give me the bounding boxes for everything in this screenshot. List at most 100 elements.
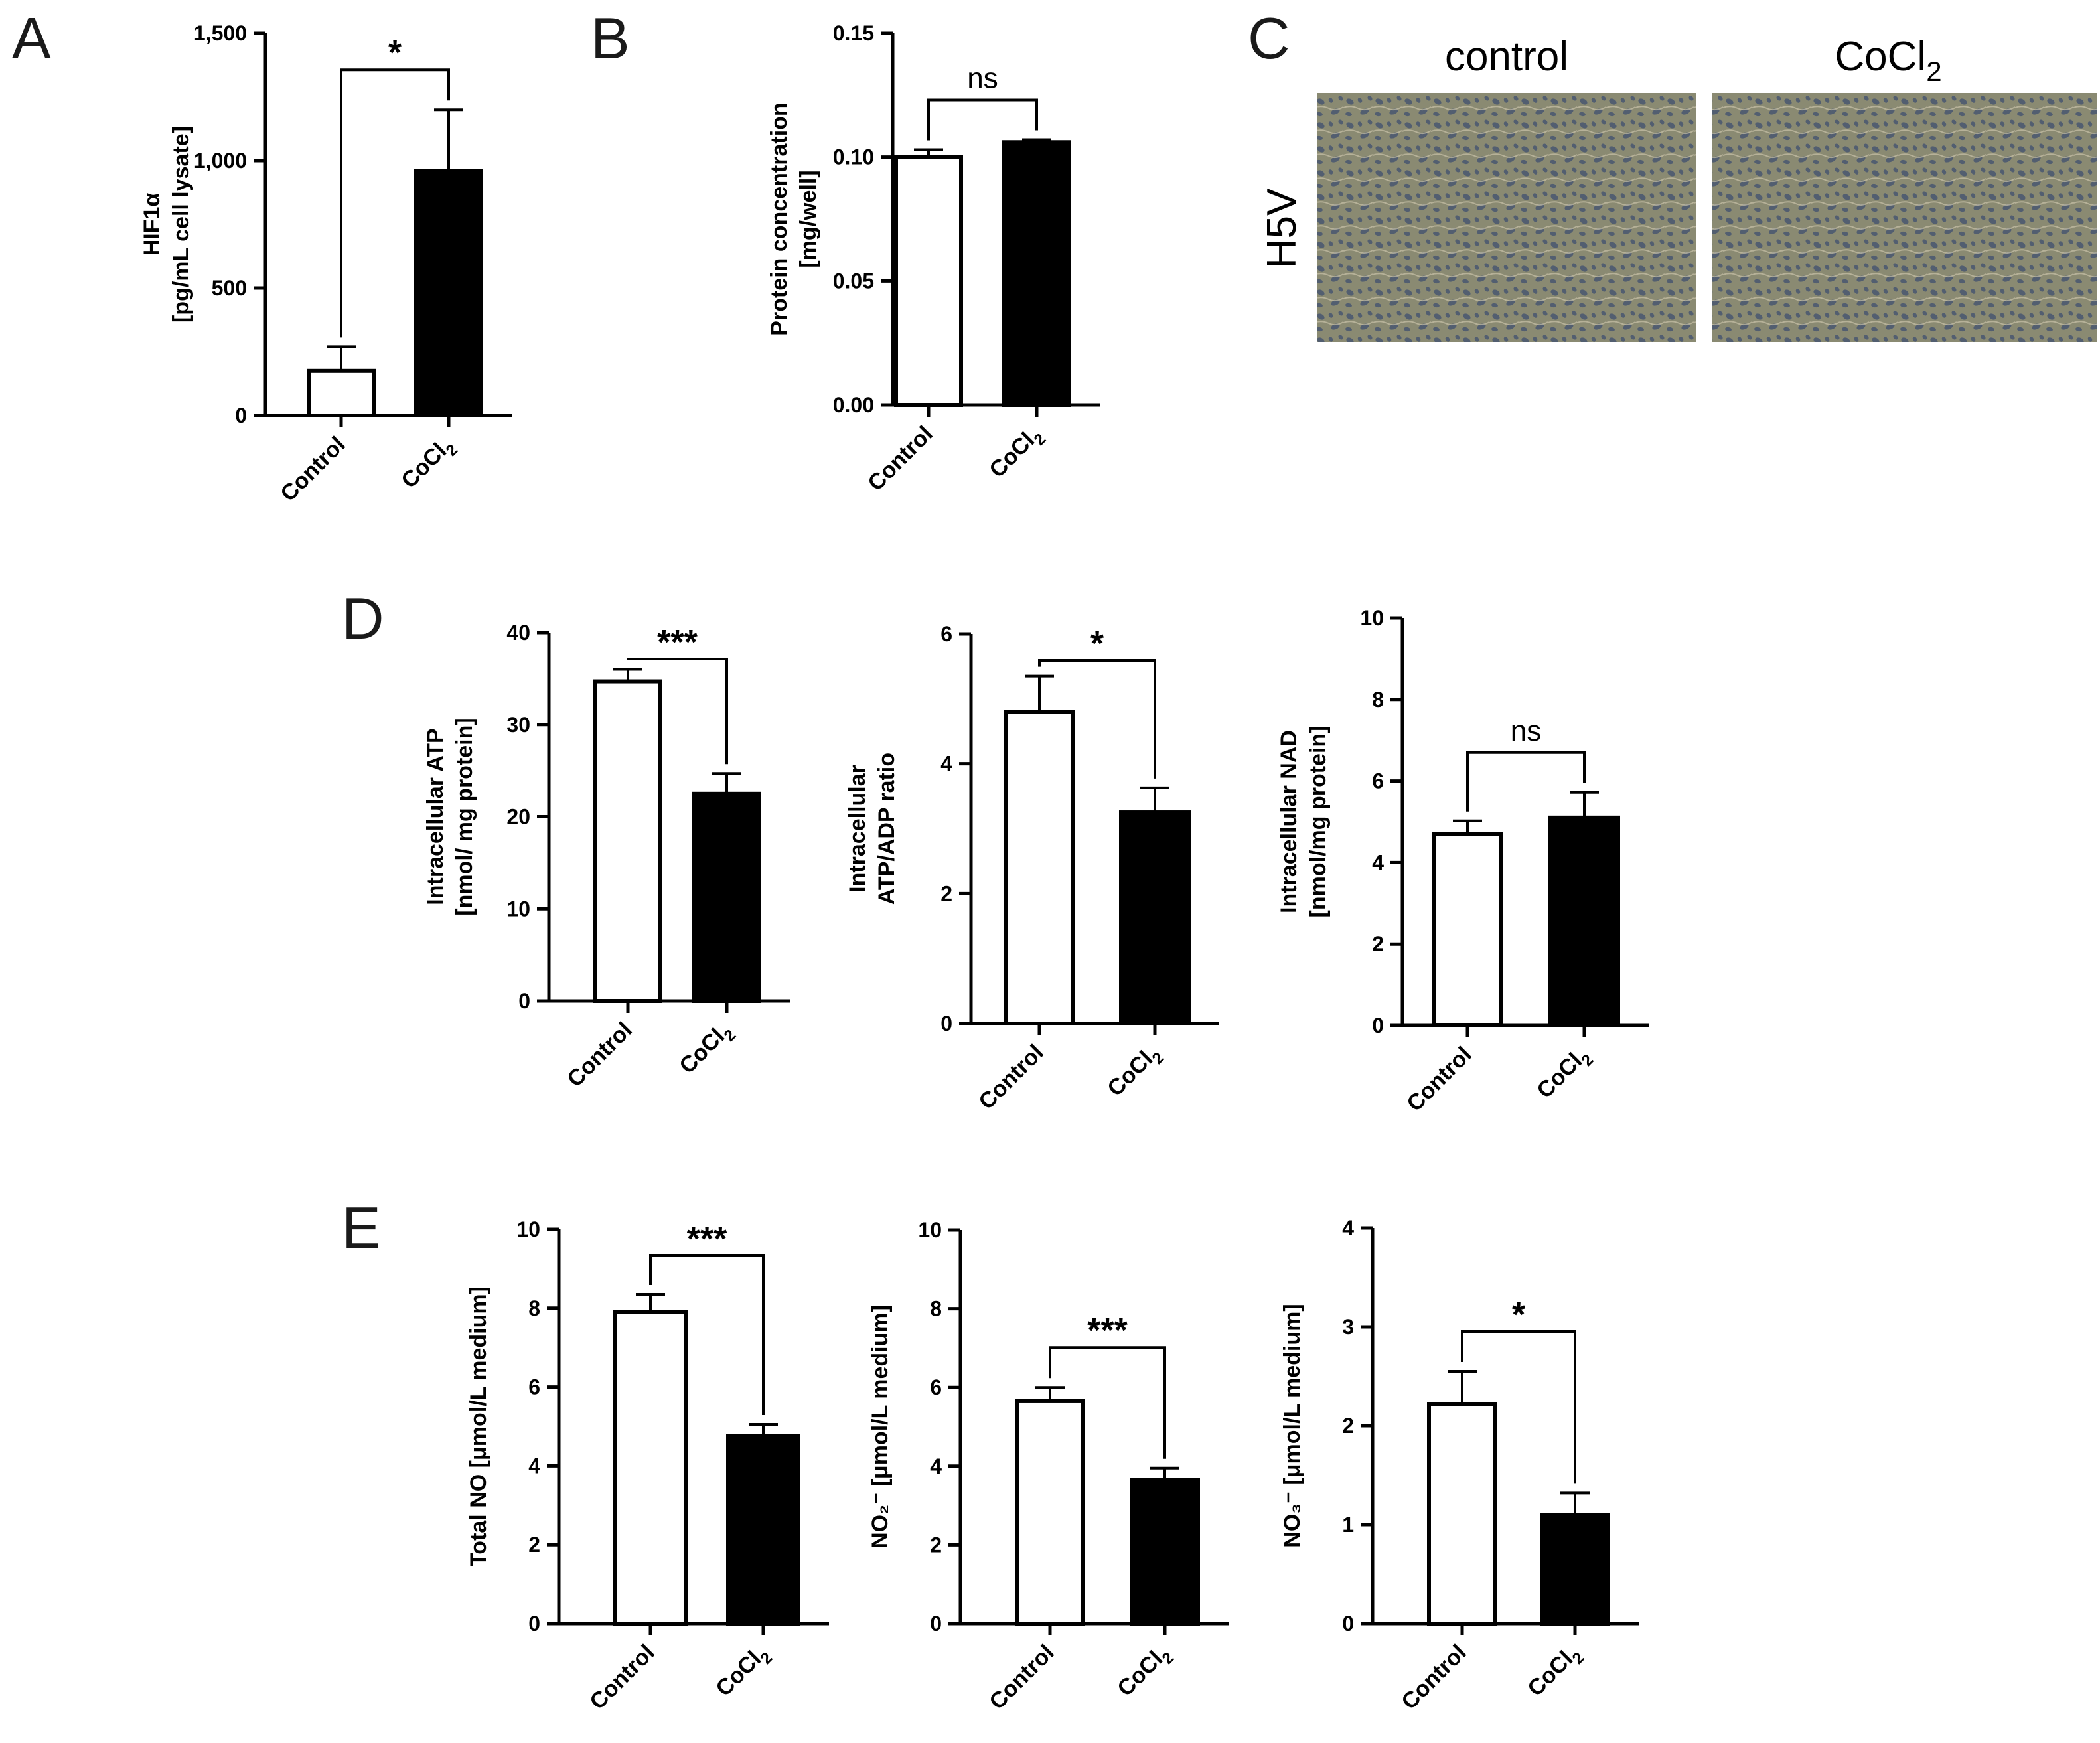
micrograph-panel: control CoCl2 H5V	[1259, 34, 2097, 342]
y-tick-label: 0	[518, 989, 530, 1013]
bar-cocl2	[414, 169, 483, 417]
bar-cocl2	[1540, 1513, 1610, 1626]
y-axis-label: Protein concentration	[767, 102, 792, 335]
significance-bracket	[1049, 1346, 1166, 1459]
significance-bracket	[340, 68, 450, 338]
significance-label: ***	[657, 623, 698, 662]
y-tick-label: 8	[1372, 688, 1384, 712]
y-axis-label: Total NO [μmol/L medium]	[466, 1286, 491, 1566]
panel-letter-b: B	[591, 5, 630, 71]
bar-cocl2	[1130, 1478, 1200, 1626]
significance-label: *	[1512, 1296, 1526, 1334]
y-tick-label: 1,500	[194, 21, 247, 45]
y-tick-label: 500	[212, 276, 247, 300]
significance-label: ns	[967, 62, 998, 95]
y-tick-label: 30	[506, 713, 530, 737]
micrograph-row-label: H5V	[1259, 188, 1305, 268]
bar-cocl2	[692, 791, 761, 1003]
y-axis-label: Intracellular NAD	[1276, 730, 1302, 913]
y-axis-label: [mg/well]	[796, 170, 821, 267]
bar-cocl2	[1119, 810, 1191, 1025]
y-tick-label: 4	[1372, 850, 1384, 874]
y-tick-label: 6	[528, 1375, 540, 1399]
micrograph-control-image	[1317, 93, 1696, 342]
panel-letter-e: E	[342, 1195, 381, 1260]
y-tick-label: 0.10	[833, 145, 874, 169]
bar-control	[1015, 1399, 1085, 1626]
y-tick-label: 4	[930, 1454, 942, 1478]
y-tick-label: 2	[1342, 1414, 1354, 1438]
category-label-cocl2: CoCl2	[984, 421, 1049, 487]
micrograph-title-control: control	[1445, 34, 1568, 80]
category-label-control: Control	[275, 432, 350, 506]
y-tick-label: 6	[930, 1375, 942, 1399]
category-label-control: Control	[1402, 1042, 1476, 1116]
significance-bracket	[1038, 659, 1156, 779]
y-tick-label: 2	[528, 1533, 540, 1556]
y-tick-label: 4	[528, 1454, 540, 1478]
significance-bracket	[649, 1254, 765, 1416]
category-label-control: Control	[984, 1640, 1059, 1714]
category-label-cocl2: CoCl2	[1112, 1640, 1177, 1705]
significance-label: ***	[687, 1220, 727, 1258]
y-tick-label: 10	[918, 1218, 942, 1242]
category-label-control: Control	[863, 421, 937, 496]
panel-letter-c: C	[1248, 5, 1290, 71]
significance-label: *	[388, 34, 402, 72]
y-tick-label: 2	[1372, 932, 1384, 956]
y-tick-label: 10	[506, 897, 530, 921]
bar-cocl2	[1548, 815, 1620, 1027]
y-tick-label: 0.05	[833, 269, 874, 293]
bar-control	[1427, 1402, 1497, 1626]
y-axis-label: NO₂⁻ [μmol/L medium]	[867, 1305, 893, 1549]
y-tick-label: 4	[1342, 1216, 1354, 1240]
category-label-control: Control	[1396, 1640, 1471, 1714]
chart-b: 0.00 0.05 0.10 0.15 Control CoCl2 ns Protein co…	[767, 21, 1100, 496]
bar-cocl2	[726, 1434, 800, 1626]
y-axis-label: NO₃⁻ [μmol/L medium]	[1280, 1304, 1305, 1547]
bar-control	[593, 679, 662, 1003]
y-axis-label: [nmol/mg protein]	[1306, 726, 1331, 918]
category-label-control: Control	[562, 1018, 637, 1092]
y-tick-label: 0	[930, 1612, 942, 1635]
bar-control	[1432, 832, 1503, 1028]
y-tick-label: 8	[528, 1296, 540, 1320]
category-label-cocl2: CoCl2	[711, 1640, 776, 1705]
y-axis-label: HIF1α	[139, 193, 165, 256]
significance-bracket	[627, 658, 728, 765]
significance-label: ns	[1511, 715, 1541, 747]
y-tick-label: 0	[235, 404, 247, 427]
significance-bracket	[1461, 1330, 1576, 1484]
chart-e2: 0 2 4 6 8 10 Control CoCl2 *** NO₂⁻ [μmol/L mediu…	[867, 1218, 1229, 1714]
chart-a: 0 500 1,000 1,500 Control CoCl2 * HIF1α [pg/mL c…	[139, 21, 512, 506]
y-tick-label: 10	[516, 1217, 540, 1241]
chart-e3: 0 1 2 3 4 Control CoCl2 * NO₃⁻ [μmol/L medium]	[1280, 1216, 1639, 1714]
bar-control	[613, 1310, 688, 1626]
y-tick-label: 0.15	[833, 21, 874, 45]
panel-letter-a: A	[12, 5, 51, 71]
category-label-cocl2: CoCl2	[1523, 1640, 1588, 1705]
y-tick-label: 2	[940, 881, 952, 905]
bar-control	[894, 155, 963, 408]
category-label-cocl2: CoCl2	[674, 1018, 739, 1083]
y-tick-label: 0	[528, 1612, 540, 1635]
y-tick-label: 3	[1342, 1315, 1354, 1339]
significance-bracket	[1466, 751, 1586, 812]
y-tick-label: 0	[940, 1012, 952, 1035]
y-tick-label: 40	[506, 621, 530, 644]
chart-d1: 0 10 20 30 40 Control CoCl2 *** Intracellular AT…	[423, 621, 790, 1092]
y-tick-label: 2	[930, 1533, 942, 1556]
bar-cocl2	[1002, 140, 1071, 407]
panel-letter-d: D	[342, 585, 384, 651]
y-tick-label: 0	[1342, 1612, 1354, 1635]
micrograph-cocl2-image	[1712, 93, 2097, 342]
micrograph-title-cocl2: CoCl2	[1835, 34, 1941, 87]
y-tick-label: 6	[1372, 769, 1384, 793]
significance-label: ***	[1087, 1312, 1128, 1350]
bar-control	[1004, 710, 1075, 1026]
category-label-cocl2: CoCl2	[1532, 1042, 1597, 1107]
y-tick-label: 1	[1342, 1513, 1354, 1537]
significance-bracket	[927, 98, 1038, 141]
